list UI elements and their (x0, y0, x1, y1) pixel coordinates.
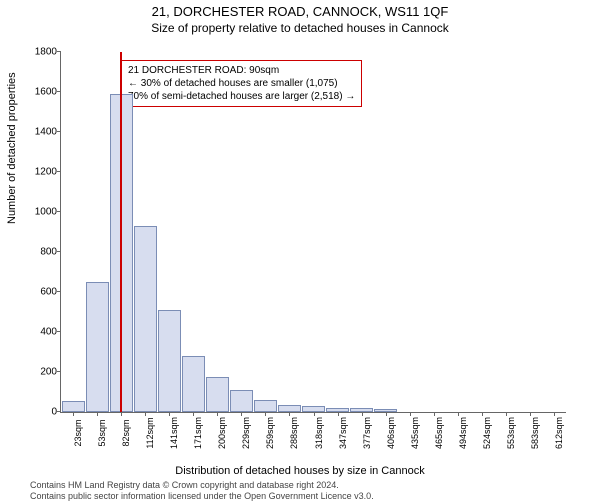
x-tick-mark (506, 412, 507, 416)
x-tick-mark (121, 412, 122, 416)
y-tick-mark (57, 211, 61, 212)
x-tick-label: 318sqm (314, 417, 324, 449)
x-tick-label: 347sqm (338, 417, 348, 449)
chart-subtitle: Size of property relative to detached ho… (0, 21, 600, 35)
x-tick-label: 112sqm (145, 417, 155, 448)
x-tick-mark (265, 412, 266, 416)
y-tick-mark (57, 51, 61, 52)
histogram-bar (182, 356, 205, 412)
y-tick-label: 1600 (35, 87, 61, 98)
x-tick-label: 82sqm (121, 419, 131, 446)
y-tick-mark (57, 171, 61, 172)
x-tick-label: 288sqm (289, 417, 299, 449)
histogram-bar (62, 401, 85, 412)
annotation-box: 21 DORCHESTER ROAD: 90sqm ← 30% of detac… (121, 60, 362, 107)
x-tick-label: 465sqm (434, 417, 444, 449)
x-tick-label: 200sqm (217, 417, 227, 449)
footer-line1: Contains HM Land Registry data © Crown c… (30, 480, 374, 491)
y-tick-mark (57, 371, 61, 372)
plot-area: 21 DORCHESTER ROAD: 90sqm ← 30% of detac… (60, 52, 566, 413)
x-tick-mark (386, 412, 387, 416)
y-tick-label: 600 (40, 287, 61, 298)
x-tick-mark (145, 412, 146, 416)
footer-attribution: Contains HM Land Registry data © Crown c… (30, 480, 374, 503)
chart-title: 21, DORCHESTER ROAD, CANNOCK, WS11 1QF (0, 4, 600, 19)
y-tick-label: 400 (40, 327, 61, 338)
x-tick-mark (314, 412, 315, 416)
x-tick-label: 524sqm (482, 417, 492, 449)
x-tick-label: 23sqm (73, 419, 83, 446)
x-tick-mark (554, 412, 555, 416)
x-tick-mark (530, 412, 531, 416)
footer-line2: Contains public sector information licen… (30, 491, 374, 502)
x-tick-label: 494sqm (458, 417, 468, 449)
x-tick-label: 141sqm (169, 417, 179, 449)
y-tick-mark (57, 131, 61, 132)
x-tick-label: 553sqm (506, 417, 516, 449)
x-tick-label: 53sqm (97, 419, 107, 446)
y-tick-label: 1200 (35, 167, 61, 178)
histogram-bar (230, 390, 253, 412)
x-tick-mark (193, 412, 194, 416)
x-tick-label: 377sqm (362, 417, 372, 449)
x-tick-mark (482, 412, 483, 416)
x-tick-mark (338, 412, 339, 416)
y-tick-label: 800 (40, 247, 61, 258)
x-tick-label: 229sqm (241, 417, 251, 449)
histogram-bar (158, 310, 181, 412)
x-tick-label: 406sqm (386, 417, 396, 449)
x-tick-mark (217, 412, 218, 416)
annotation-line1: 21 DORCHESTER ROAD: 90sqm (128, 64, 355, 77)
x-tick-mark (97, 412, 98, 416)
y-tick-label: 200 (40, 367, 61, 378)
annotation-line3: 70% of semi-detached houses are larger (… (128, 90, 355, 103)
histogram-bar (254, 400, 277, 412)
x-tick-mark (434, 412, 435, 416)
x-tick-mark (458, 412, 459, 416)
y-tick-label: 1000 (35, 207, 61, 218)
annotation-line2: ← 30% of detached houses are smaller (1,… (128, 77, 355, 90)
reference-line (120, 52, 122, 412)
histogram-bar (278, 405, 301, 412)
y-tick-mark (57, 291, 61, 292)
y-tick-label: 0 (51, 407, 61, 418)
x-tick-mark (241, 412, 242, 416)
y-tick-mark (57, 331, 61, 332)
x-tick-mark (410, 412, 411, 416)
y-axis-label: Number of detached properties (6, 72, 18, 224)
x-tick-mark (169, 412, 170, 416)
y-tick-mark (57, 91, 61, 92)
x-tick-mark (362, 412, 363, 416)
x-tick-mark (73, 412, 74, 416)
x-tick-label: 583sqm (530, 417, 540, 449)
y-tick-mark (57, 411, 61, 412)
x-tick-label: 259sqm (265, 417, 275, 449)
x-tick-mark (289, 412, 290, 416)
y-tick-label: 1400 (35, 127, 61, 138)
y-tick-mark (57, 251, 61, 252)
x-tick-label: 435sqm (410, 417, 420, 449)
x-tick-label: 171sqm (193, 417, 203, 449)
chart-container: 21, DORCHESTER ROAD, CANNOCK, WS11 1QF S… (0, 4, 600, 504)
y-tick-label: 1800 (35, 47, 61, 58)
x-axis-label: Distribution of detached houses by size … (0, 465, 600, 477)
histogram-bar (206, 377, 229, 412)
x-tick-label: 612sqm (554, 417, 564, 449)
histogram-bar (86, 282, 109, 412)
histogram-bar (134, 226, 157, 412)
